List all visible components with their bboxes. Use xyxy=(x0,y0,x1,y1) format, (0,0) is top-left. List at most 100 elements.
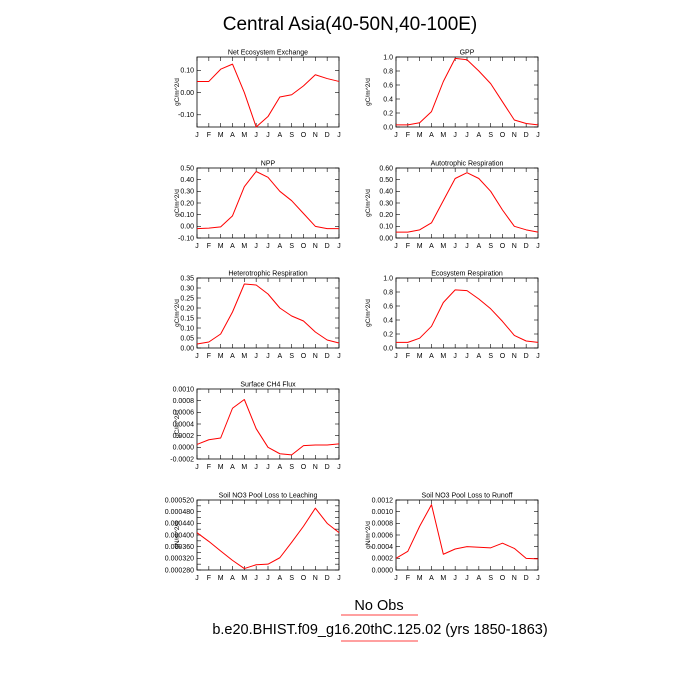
x-tick-label: J xyxy=(337,464,341,471)
y-tick-label: -0.0002 xyxy=(170,456,194,463)
x-tick-label: F xyxy=(207,353,211,360)
x-tick-label: N xyxy=(512,243,517,250)
x-tick-label: J xyxy=(195,353,199,360)
x-tick-label: A xyxy=(476,353,481,360)
x-tick-label: N xyxy=(313,132,318,139)
x-tick-label: M xyxy=(440,353,446,360)
x-tick-label: F xyxy=(406,243,410,250)
y-tick-label: 1.0 xyxy=(383,275,393,282)
x-tick-label: O xyxy=(301,353,307,360)
x-tick-label: J xyxy=(536,353,540,360)
x-tick-label: O xyxy=(500,353,506,360)
x-tick-label: F xyxy=(406,575,410,582)
panel-title: Heterotrophic Respiration xyxy=(228,271,307,278)
y-tick-label: 0.0004 xyxy=(372,544,394,551)
plot-frame xyxy=(395,56,539,128)
x-tick-label: F xyxy=(207,132,211,139)
x-tick-label: M xyxy=(440,132,446,139)
x-tick-label: J xyxy=(254,243,258,250)
panel-title: Surface CH4 Flux xyxy=(240,382,296,389)
y-tick-label: 0.25 xyxy=(180,295,194,302)
x-tick-label: D xyxy=(524,575,529,582)
series-line xyxy=(196,171,339,230)
y-tick-label: 0.00 xyxy=(180,345,194,352)
y-tick-label: 0.6 xyxy=(383,303,393,310)
x-tick-label: J xyxy=(266,243,270,250)
series-line xyxy=(197,63,340,128)
x-tick-label: A xyxy=(277,464,282,471)
plot-frame xyxy=(395,499,539,571)
y-tick-label: 0.00 xyxy=(379,235,393,242)
x-tick-label: N xyxy=(512,353,517,360)
y-axis-label: gC/m^2/d xyxy=(365,299,372,327)
figure-title: Central Asia(40-50N,40-100E) xyxy=(223,14,478,35)
x-tick-label: F xyxy=(207,575,211,582)
panel-title: GPP xyxy=(460,50,475,57)
x-tick-label: F xyxy=(406,132,410,139)
x-tick-label: J xyxy=(465,575,469,582)
x-tick-label: S xyxy=(289,575,294,582)
chart-panel: Soil NO3 Pool Loss to Leaching 0.000280 0.… xyxy=(165,493,341,583)
series-line xyxy=(196,283,340,345)
y-tick-label: 0.0008 xyxy=(372,521,394,528)
x-tick-label: A xyxy=(277,132,282,139)
x-tick-label: J xyxy=(254,132,258,139)
x-tick-label: F xyxy=(207,464,211,471)
x-tick-label: A xyxy=(230,243,235,250)
x-tick-label: J xyxy=(266,132,270,139)
x-tick-label: J xyxy=(337,243,341,250)
y-tick-label: 0.60 xyxy=(379,165,393,172)
x-tick-label: D xyxy=(325,464,330,471)
y-tick-label: 0.20 xyxy=(379,212,393,219)
x-tick-label: M xyxy=(417,575,423,582)
x-tick-label: D xyxy=(325,575,330,582)
x-tick-label: D xyxy=(325,132,330,139)
x-tick-label: A xyxy=(230,353,235,360)
series-line xyxy=(396,57,539,126)
y-tick-label: 0.000400 xyxy=(165,532,194,539)
x-tick-label: J xyxy=(465,132,469,139)
y-axis-label: gC/m^2/d xyxy=(365,78,372,106)
x-tick-label: J xyxy=(394,132,398,139)
x-tick-label: J xyxy=(394,575,398,582)
y-tick-label: 0.8 xyxy=(383,68,393,75)
y-tick-label: 0.10 xyxy=(180,212,194,219)
x-tick-label: J xyxy=(453,132,457,139)
x-tick-label: S xyxy=(289,353,294,360)
x-tick-label: N xyxy=(313,575,318,582)
x-tick-label: F xyxy=(406,353,410,360)
x-tick-label: M xyxy=(218,132,224,139)
y-tick-label: 0.0006 xyxy=(173,410,195,417)
x-tick-label: M xyxy=(440,575,446,582)
y-tick-label: 0.2 xyxy=(383,110,393,117)
y-tick-label: 0.30 xyxy=(379,200,393,207)
x-tick-label: M xyxy=(241,243,247,250)
panel-title: Ecosystem Respiration xyxy=(431,271,503,278)
y-tick-label: 0.000480 xyxy=(165,509,194,516)
panel-title: Soil NO3 Pool Loss to Leaching xyxy=(219,493,318,500)
y-axis-label: gN/m^2/d xyxy=(174,521,181,549)
y-tick-label: 0.0010 xyxy=(372,509,394,516)
y-axis-label: gC/m^2/d xyxy=(174,410,181,438)
x-tick-label: J xyxy=(337,575,341,582)
x-tick-label: O xyxy=(500,132,506,139)
y-tick-label: 0.50 xyxy=(180,165,194,172)
y-tick-label: 1.0 xyxy=(383,54,393,61)
panel-title: Autotrophic Respiration xyxy=(431,161,504,168)
y-tick-label: 0.000320 xyxy=(165,556,194,563)
y-axis-label: gN/m^2/d xyxy=(365,521,372,549)
y-tick-label: 0.0000 xyxy=(173,445,195,452)
x-tick-label: D xyxy=(524,132,529,139)
series-line xyxy=(396,289,539,343)
y-tick-label: 0.20 xyxy=(180,305,194,312)
x-tick-label: J xyxy=(195,132,199,139)
x-tick-label: J xyxy=(266,575,270,582)
x-tick-label: O xyxy=(500,575,506,582)
x-tick-label: A xyxy=(230,464,235,471)
x-tick-label: A xyxy=(429,243,434,250)
x-tick-label: D xyxy=(524,243,529,250)
x-tick-label: S xyxy=(289,464,294,471)
x-tick-label: J xyxy=(195,243,199,250)
y-axis-label: gC/m^2/d xyxy=(174,78,181,106)
